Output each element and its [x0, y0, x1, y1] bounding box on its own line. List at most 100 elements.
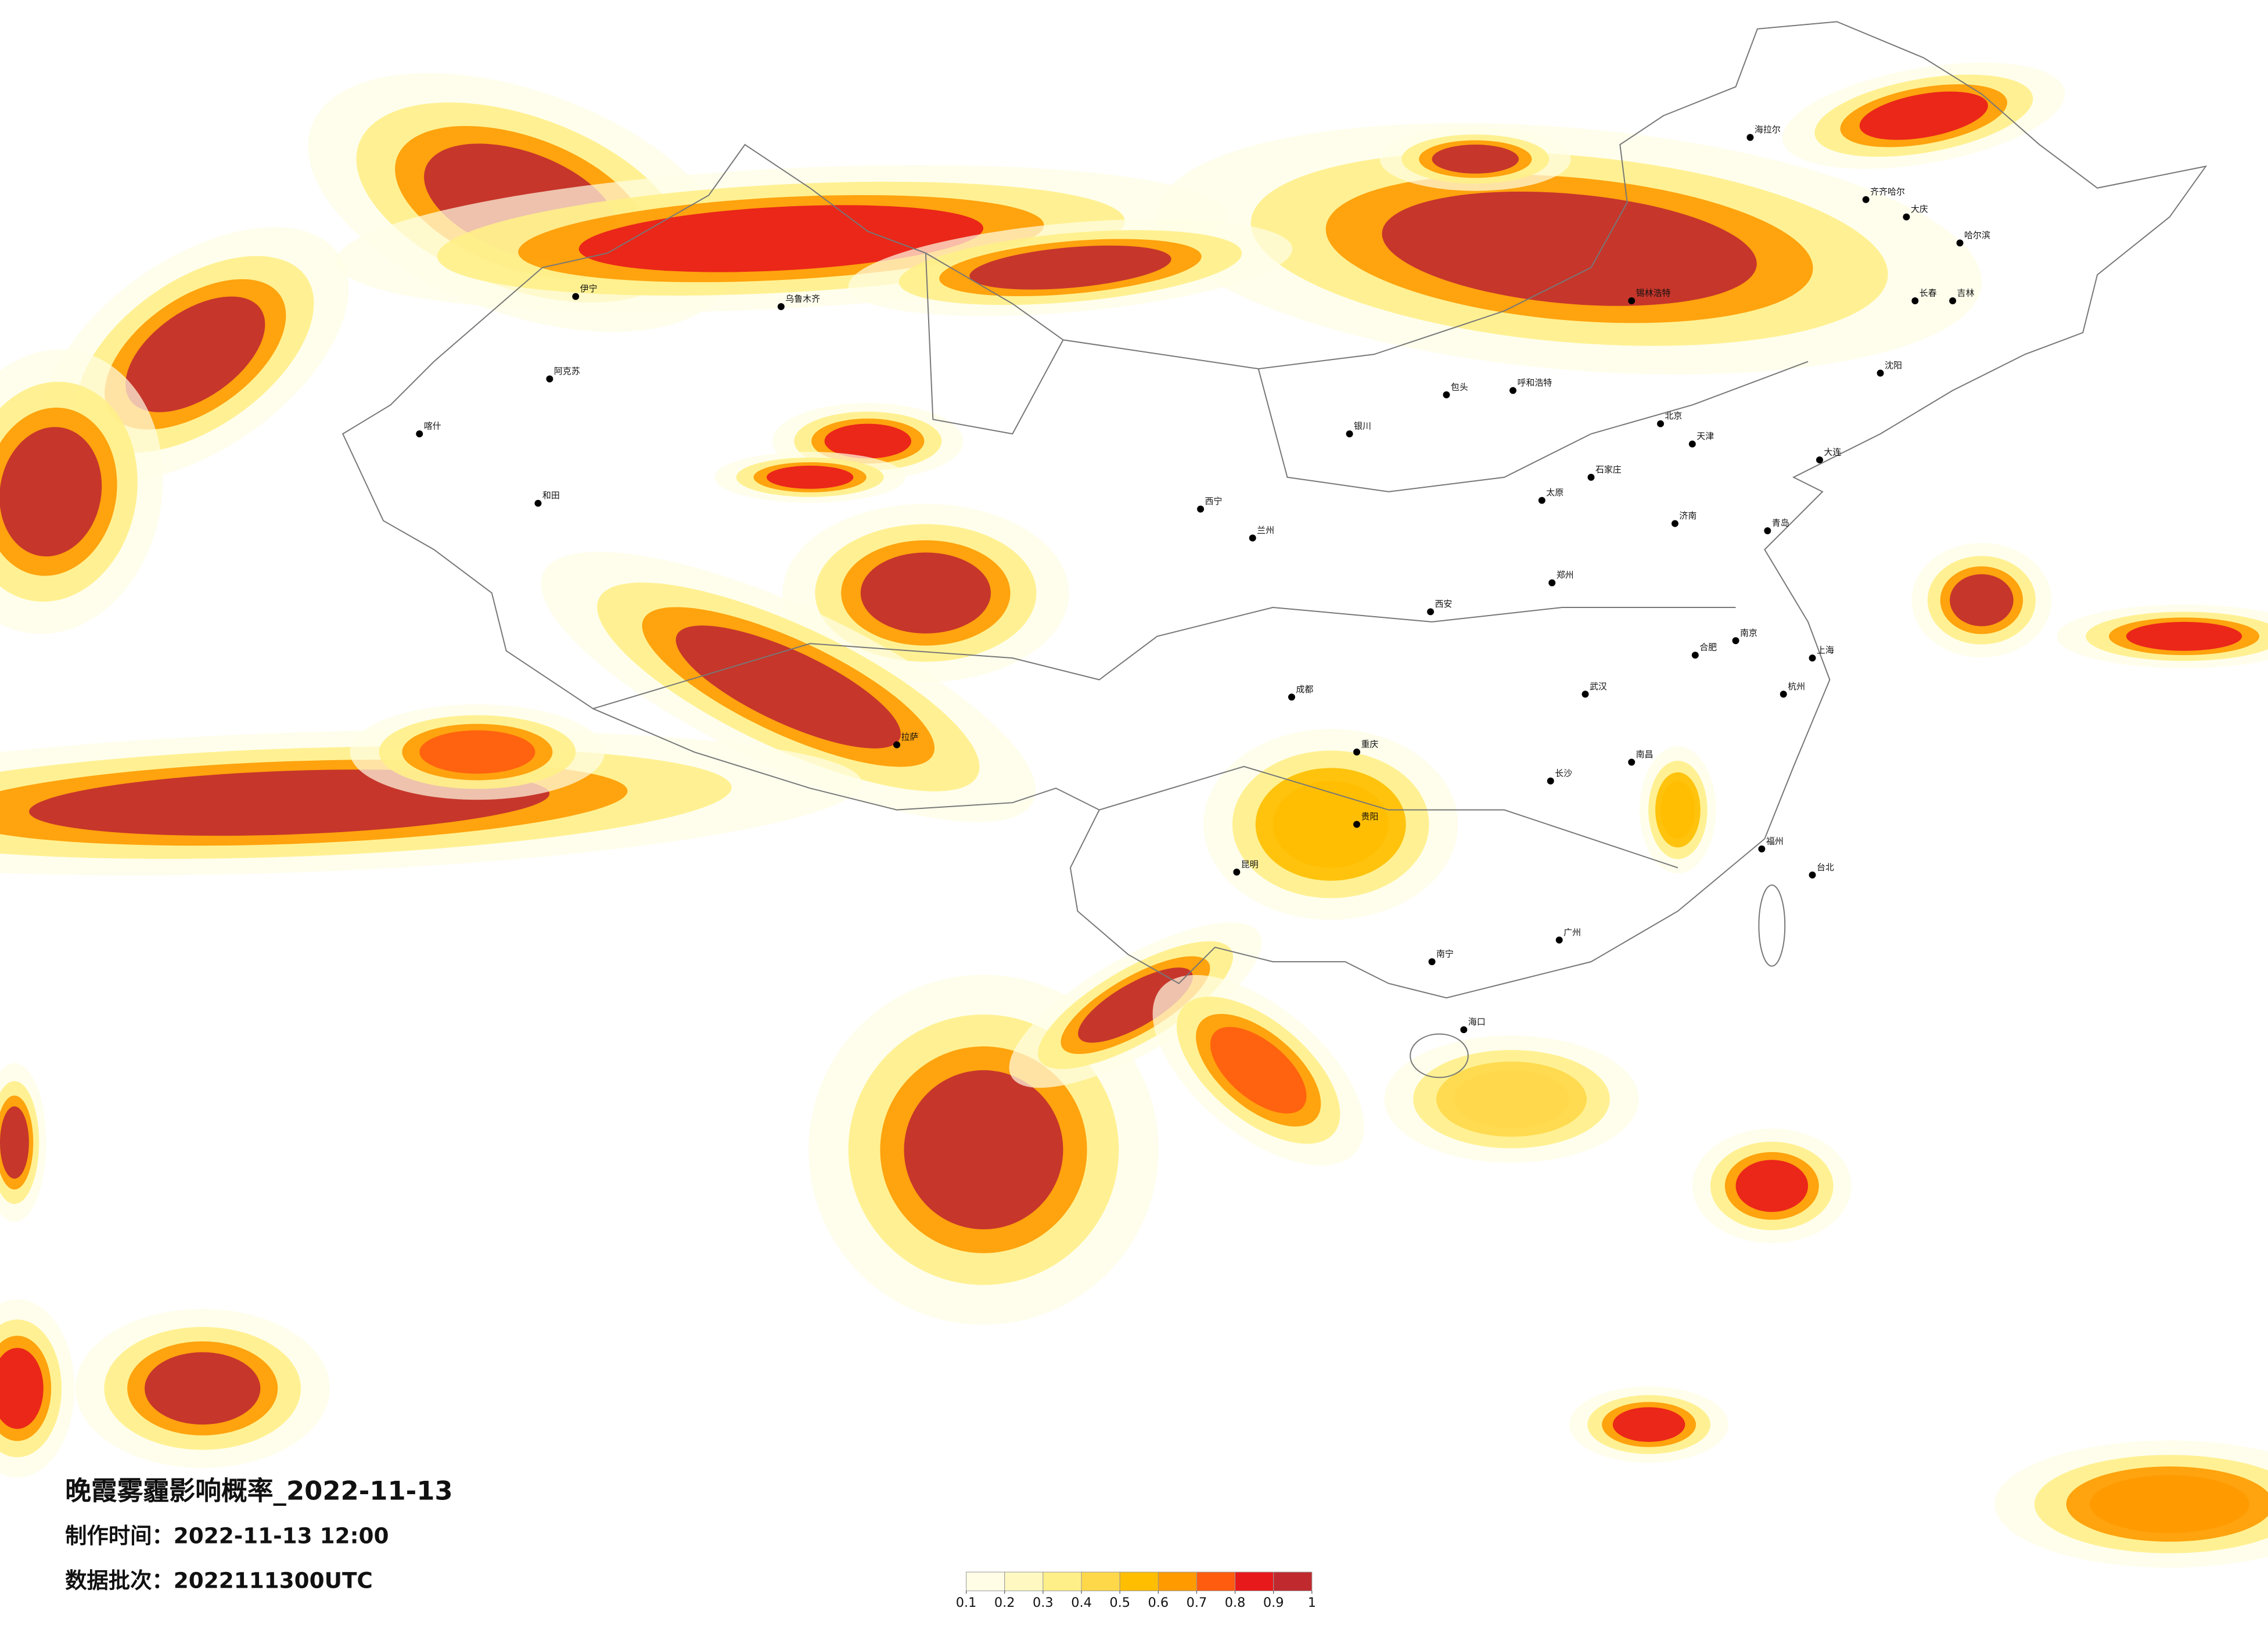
city-label: 伊宁 — [580, 283, 598, 294]
city-label: 济南 — [1679, 510, 1696, 521]
fog-level — [0, 1106, 29, 1179]
city-label: 长沙 — [1555, 768, 1572, 778]
city-dot — [572, 293, 580, 300]
fog-blob — [1379, 127, 1571, 191]
city-dot — [1346, 430, 1353, 438]
city-dot — [1353, 821, 1361, 828]
city-dot — [1691, 652, 1699, 659]
city-label: 乌鲁木齐 — [785, 294, 820, 304]
city-label: 广州 — [1563, 927, 1581, 937]
city-dot — [1443, 391, 1450, 398]
city-dot — [1628, 758, 1636, 766]
city-dot — [893, 741, 901, 749]
fog-level — [1950, 574, 2014, 627]
fog-level — [1382, 191, 1757, 306]
fog-blob — [1203, 729, 1458, 920]
fog-blob — [75, 1308, 330, 1468]
city-label: 杭州 — [1788, 681, 1805, 692]
city-label: 喀什 — [424, 421, 441, 431]
fog-level — [1210, 1027, 1307, 1114]
city-dot — [1758, 845, 1766, 852]
city-dot — [1764, 527, 1771, 534]
china-border — [342, 21, 2208, 999]
fog-level — [2126, 621, 2242, 651]
fog-blob — [1384, 1035, 1639, 1163]
city-dot — [1816, 456, 1823, 463]
city-label: 上海 — [1817, 645, 1834, 656]
fog-blob — [1692, 1128, 1852, 1243]
fog-blob — [848, 219, 1293, 316]
fog-level — [824, 423, 911, 459]
colorbar-tick-label: 0.7 — [1187, 1595, 1207, 1610]
city-dot — [534, 499, 542, 507]
city-dot — [1911, 297, 1919, 304]
fog-blob — [1157, 123, 1982, 375]
batch-label: 数据批次： — [65, 1567, 174, 1593]
city-label: 大庆 — [1911, 204, 1928, 214]
fog-blob — [1640, 746, 1716, 874]
city-label: 南昌 — [1636, 749, 1654, 760]
city-label: 吉林 — [1957, 288, 1975, 298]
province-line — [1257, 361, 1809, 492]
colorbar-tick-label: 0.5 — [1109, 1595, 1130, 1610]
city-dot — [1427, 608, 1435, 616]
colorbar-bin — [1119, 1571, 1159, 1591]
city-dot — [1538, 497, 1545, 504]
fog-level — [578, 205, 984, 272]
fog-blob — [0, 1063, 46, 1222]
city-dot — [1688, 440, 1696, 448]
city-dot — [1249, 534, 1256, 542]
city-label: 青岛 — [1772, 518, 1789, 528]
city-label: 福州 — [1766, 836, 1784, 846]
colorbar-bin — [1273, 1571, 1313, 1591]
fog-level — [0, 1348, 44, 1429]
fog-blob — [1569, 1386, 1729, 1463]
city-label: 大连 — [1824, 447, 1841, 458]
city-label: 西安 — [1435, 599, 1453, 609]
hainan — [1410, 1033, 1469, 1078]
city-dot — [1780, 690, 1787, 698]
colorbar-bin — [1004, 1571, 1044, 1591]
made-time: 制作时间：2022-11-13 12:00 — [65, 1523, 389, 1548]
city-label: 阿克苏 — [554, 366, 580, 376]
colorbar-bin — [1081, 1571, 1120, 1591]
city-dot — [1809, 871, 1816, 879]
fog-probability-field — [0, 62, 2268, 1568]
city-label: 南京 — [1740, 628, 1757, 638]
colorbar-tick-label: 0.2 — [994, 1595, 1015, 1610]
city-dot — [1548, 579, 1556, 587]
map-title: 晚霞雾霾影响概率_2022-11-13 — [65, 1476, 453, 1506]
colorbar-tick-label: 0.8 — [1225, 1595, 1246, 1610]
city-dot — [1671, 520, 1678, 527]
fog-level — [766, 465, 854, 489]
fog-level — [1660, 780, 1695, 839]
fog-level — [1735, 1160, 1809, 1212]
city-label: 齐齐哈尔 — [1870, 186, 1905, 197]
fog-level — [675, 625, 901, 749]
city-dot — [416, 430, 423, 438]
city-label: 重庆 — [1361, 739, 1378, 750]
city-dot — [1746, 134, 1754, 141]
city-label: 石家庄 — [1595, 464, 1622, 474]
city-label: 合肥 — [1699, 642, 1717, 653]
city-label: 和田 — [542, 490, 560, 501]
fog-level — [419, 730, 535, 774]
made-time-label: 制作时间： — [65, 1523, 174, 1548]
fog-blob — [1782, 62, 2065, 169]
colorbar-bin — [1043, 1571, 1082, 1591]
city-dot — [1197, 505, 1205, 513]
fog-level — [904, 1070, 1063, 1229]
fog-level — [125, 296, 265, 412]
fog-blob — [714, 452, 906, 503]
city-dot — [1949, 297, 1957, 304]
city-dot — [1587, 473, 1595, 481]
fog-blob — [1994, 1440, 2268, 1568]
city-label: 沈阳 — [1885, 360, 1902, 370]
city-dot — [1956, 239, 1964, 247]
made-time-value: 2022-11-13 12:00 — [174, 1523, 389, 1548]
city-label: 海拉尔 — [1755, 124, 1781, 135]
fog-level — [0, 427, 102, 557]
city-label: 天津 — [1696, 431, 1714, 441]
